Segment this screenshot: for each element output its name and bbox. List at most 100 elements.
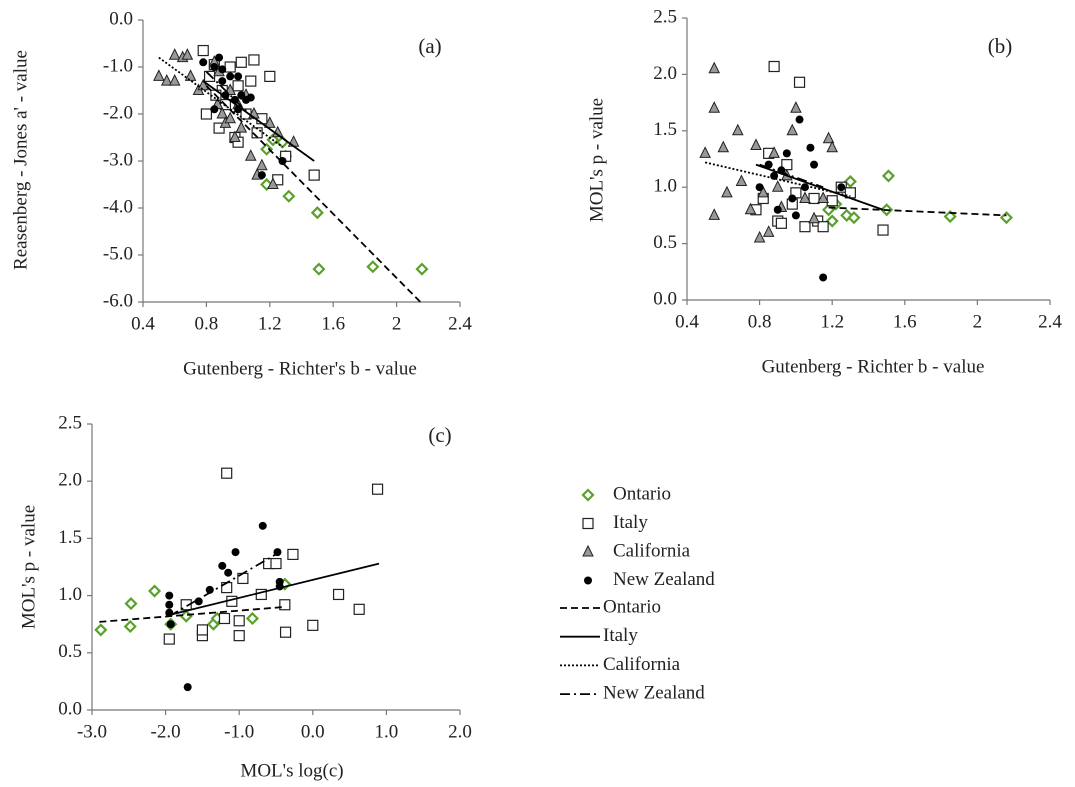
trend-line bbox=[205, 85, 422, 303]
trend-line bbox=[828, 206, 1007, 217]
italy-marker bbox=[218, 612, 231, 625]
legend-label: Ontario bbox=[603, 596, 661, 617]
italy-marker bbox=[817, 221, 829, 233]
legend-marker bbox=[581, 488, 595, 502]
trend-line bbox=[168, 551, 281, 617]
x-tick-label: 1.2 bbox=[258, 313, 282, 334]
y-tick-label: 1.5 bbox=[653, 119, 677, 140]
x-axis-label: Gutenberg - Richter b - value bbox=[762, 356, 985, 377]
california-marker bbox=[235, 120, 248, 133]
ontario-marker bbox=[843, 175, 857, 189]
italy-marker bbox=[279, 626, 292, 638]
california-marker bbox=[168, 73, 181, 86]
california-marker bbox=[735, 174, 748, 187]
panel-label: (b) bbox=[988, 34, 1013, 58]
ontario-marker bbox=[282, 189, 296, 203]
x-tick-label: 2 bbox=[392, 313, 402, 334]
y-tick-label: 2.5 bbox=[653, 6, 677, 27]
italy-marker bbox=[221, 467, 233, 479]
italy-marker bbox=[196, 624, 208, 636]
y-tick-label: 1.0 bbox=[653, 176, 677, 197]
california-marker bbox=[271, 125, 284, 138]
ontario-marker bbox=[245, 611, 260, 626]
y-tick-label: 0.5 bbox=[58, 641, 82, 662]
trend-line bbox=[704, 161, 851, 198]
ontario-marker bbox=[847, 211, 861, 225]
new-zealand-marker bbox=[183, 683, 192, 692]
y-tick-label: 2.5 bbox=[58, 412, 82, 433]
y-tick-label: 1.0 bbox=[58, 584, 82, 605]
x-tick-label: 0.8 bbox=[195, 313, 219, 334]
new-zealand-marker bbox=[246, 93, 255, 102]
italy-marker bbox=[213, 122, 225, 134]
panel-label: (a) bbox=[418, 34, 441, 58]
new-zealand-marker bbox=[258, 521, 267, 530]
x-tick-label: -2.0 bbox=[151, 721, 181, 742]
california-marker bbox=[229, 130, 241, 142]
x-tick-label: 0.8 bbox=[748, 311, 772, 332]
new-zealand-marker bbox=[210, 105, 219, 114]
new-zealand-marker bbox=[791, 211, 800, 220]
california-marker bbox=[826, 140, 839, 153]
trend-line bbox=[169, 562, 380, 616]
y-tick-label: -1.0 bbox=[103, 55, 133, 76]
new-zealand-marker bbox=[218, 561, 227, 570]
california-marker bbox=[708, 61, 721, 74]
y-tick-label: -4.0 bbox=[103, 196, 133, 217]
new-zealand-marker bbox=[210, 63, 219, 71]
x-tick-label: 1.0 bbox=[375, 721, 399, 742]
ontario-marker bbox=[999, 211, 1013, 225]
y-axis-label: MOL's p - value bbox=[18, 505, 39, 629]
california-marker bbox=[708, 208, 721, 220]
new-zealand-marker bbox=[755, 183, 764, 192]
italy-marker bbox=[233, 615, 245, 627]
trend-line bbox=[99, 606, 284, 623]
california-marker bbox=[263, 116, 276, 128]
italy-marker bbox=[224, 61, 236, 73]
california-marker bbox=[197, 78, 210, 91]
new-zealand-marker bbox=[278, 157, 287, 165]
y-tick-label: 1.5 bbox=[58, 527, 82, 548]
legend-label: Italy bbox=[613, 512, 648, 533]
california-marker bbox=[753, 230, 766, 243]
new-zealand-marker bbox=[224, 568, 233, 577]
italy-marker bbox=[163, 633, 175, 645]
legend-label: Ontario bbox=[613, 483, 671, 504]
california-marker bbox=[762, 225, 775, 237]
ontario-marker bbox=[179, 609, 193, 623]
legend-marker bbox=[582, 517, 594, 530]
california-marker bbox=[160, 73, 173, 86]
x-tick-label: 2.4 bbox=[1038, 311, 1062, 332]
ontario-marker bbox=[124, 597, 138, 611]
legend-marker bbox=[582, 544, 594, 557]
italy-marker bbox=[287, 548, 299, 561]
new-zealand-marker bbox=[810, 160, 819, 169]
california-marker bbox=[708, 101, 721, 113]
california-marker bbox=[153, 69, 165, 81]
y-tick-label: 0.5 bbox=[653, 232, 677, 253]
legend-label: California bbox=[613, 540, 691, 561]
legend-label: New Zealand bbox=[603, 682, 705, 703]
new-zealand-marker bbox=[257, 171, 266, 180]
california-marker bbox=[790, 101, 802, 113]
california-marker bbox=[771, 180, 784, 192]
ontario-marker bbox=[881, 169, 896, 183]
new-zealand-marker bbox=[165, 591, 174, 600]
california-marker bbox=[768, 146, 780, 158]
new-zealand-marker bbox=[199, 58, 208, 67]
x-tick-label: -1.0 bbox=[224, 721, 254, 742]
california-marker bbox=[732, 123, 744, 136]
ontario-marker bbox=[312, 262, 326, 276]
trend-line bbox=[158, 56, 284, 148]
y-tick-label: -5.0 bbox=[103, 243, 133, 264]
x-tick-label: 0.0 bbox=[301, 721, 325, 742]
italy-marker bbox=[264, 70, 276, 83]
new-zealand-marker bbox=[194, 597, 203, 606]
california-marker bbox=[256, 158, 268, 171]
italy-marker bbox=[793, 76, 806, 88]
trend-line bbox=[755, 163, 884, 211]
legend-label: New Zealand bbox=[613, 569, 715, 590]
new-zealand-marker bbox=[221, 91, 230, 100]
new-zealand-marker bbox=[773, 205, 782, 214]
